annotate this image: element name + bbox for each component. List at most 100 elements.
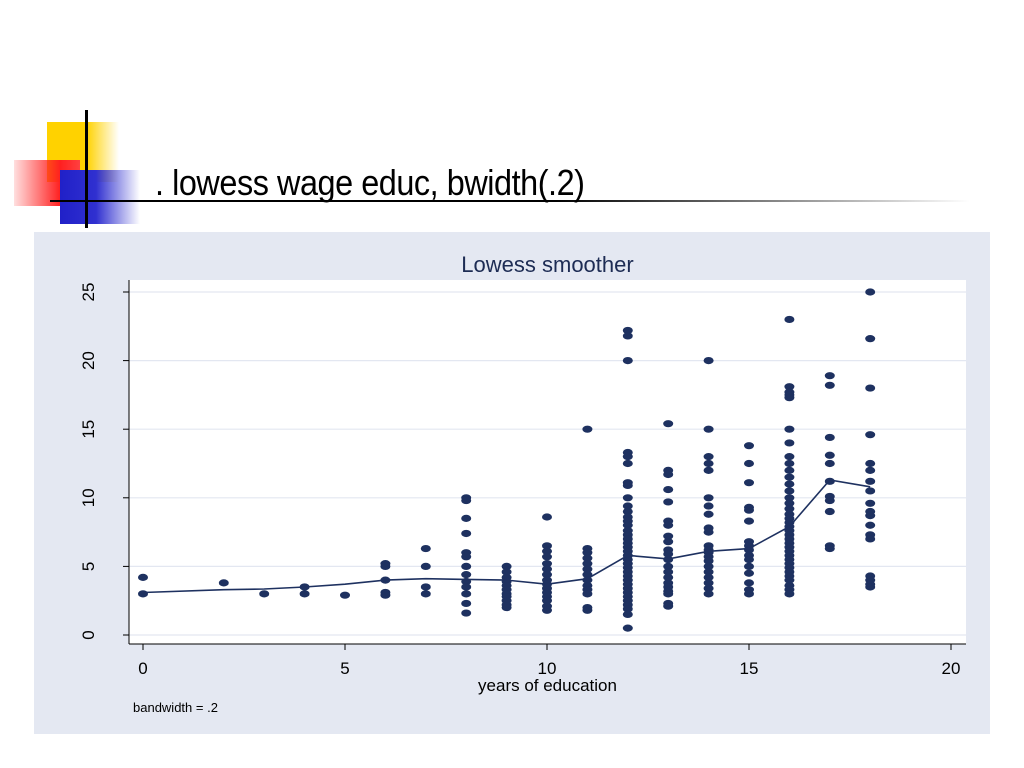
data-point — [703, 528, 714, 536]
data-point — [461, 529, 472, 538]
data-point — [703, 494, 714, 502]
data-point — [622, 459, 633, 468]
grid-lines — [129, 291, 966, 636]
data-point — [542, 547, 552, 555]
data-point — [865, 431, 876, 439]
data-point — [865, 466, 876, 474]
data-point — [865, 487, 876, 495]
data-point — [420, 544, 431, 553]
data-point — [703, 510, 714, 518]
data-point — [744, 579, 754, 587]
data-point — [622, 610, 633, 619]
data-point — [744, 555, 754, 564]
data-point — [824, 496, 835, 505]
data-point — [865, 583, 876, 591]
data-point — [622, 507, 633, 516]
x-tick-label: 20 — [942, 659, 961, 678]
data-point — [542, 560, 552, 568]
data-point — [784, 425, 795, 433]
data-point — [744, 442, 754, 450]
y-tick-label: 0 — [79, 630, 98, 639]
decor-vertical-rule — [85, 110, 88, 228]
data-point — [703, 459, 714, 468]
x-axis-label: years of education — [478, 676, 617, 695]
data-point — [663, 550, 674, 558]
data-point — [138, 573, 148, 581]
data-point — [663, 498, 674, 506]
data-point — [784, 590, 795, 598]
data-point — [663, 568, 674, 576]
data-point — [461, 609, 472, 617]
data-point — [784, 459, 795, 468]
data-point — [542, 565, 552, 573]
data-point — [542, 553, 552, 561]
data-point — [784, 576, 795, 584]
scatter-points — [138, 288, 876, 632]
axes: 0 5 10 15 20 25 0 5 10 15 20 — [79, 280, 966, 678]
data-point — [784, 499, 795, 507]
data-point — [784, 473, 795, 481]
data-point — [663, 573, 674, 581]
data-point — [663, 538, 674, 546]
data-point — [824, 507, 835, 516]
data-point — [501, 562, 512, 570]
data-point — [784, 453, 795, 461]
data-point — [259, 590, 270, 598]
data-point — [784, 487, 795, 495]
data-point — [542, 542, 552, 550]
y-tick-label: 25 — [79, 283, 98, 302]
x-tick-label: 0 — [138, 659, 147, 678]
data-point — [824, 451, 835, 459]
data-point — [622, 453, 633, 461]
bandwidth-note: bandwidth = .2 — [133, 700, 218, 715]
data-point — [218, 579, 229, 587]
data-point — [582, 590, 593, 598]
title-underline — [50, 200, 970, 202]
x-tick-label: 10 — [538, 659, 557, 678]
data-point — [784, 394, 795, 402]
data-point — [420, 583, 431, 591]
data-point — [865, 288, 876, 296]
y-tick-label: 10 — [79, 488, 98, 507]
data-point — [744, 506, 754, 514]
data-point — [784, 383, 795, 391]
data-point — [703, 357, 714, 365]
slide-title: . lowess wage educ, bwidth(.2) — [155, 162, 585, 203]
y-tick-label: 15 — [79, 420, 98, 439]
y-tick-label: 5 — [79, 562, 98, 571]
data-point — [744, 590, 754, 598]
data-point — [461, 583, 472, 591]
data-point — [582, 560, 593, 568]
data-point — [663, 590, 674, 598]
data-point — [138, 590, 148, 598]
data-point — [461, 553, 472, 561]
data-point — [461, 590, 472, 598]
data-point — [703, 562, 714, 570]
data-point — [744, 562, 754, 570]
data-point — [582, 425, 593, 433]
data-point — [824, 372, 835, 380]
data-point — [703, 466, 714, 474]
data-point — [622, 502, 633, 510]
data-point — [340, 591, 350, 599]
data-point — [461, 599, 472, 608]
data-point — [542, 606, 552, 614]
data-point — [461, 562, 472, 570]
data-point — [784, 505, 795, 513]
data-point — [744, 459, 754, 468]
data-point — [865, 477, 876, 485]
data-point — [663, 562, 674, 570]
data-point — [542, 513, 552, 521]
data-point — [865, 459, 876, 468]
data-point — [703, 590, 714, 598]
data-point — [703, 453, 714, 461]
data-point — [865, 521, 876, 529]
data-point — [865, 512, 876, 520]
data-point — [501, 568, 512, 576]
data-point — [824, 544, 835, 553]
data-point — [824, 381, 835, 389]
data-point — [703, 573, 714, 581]
chart-title: Lowess smoother — [461, 252, 633, 277]
data-point — [663, 602, 674, 610]
data-point — [663, 420, 674, 428]
